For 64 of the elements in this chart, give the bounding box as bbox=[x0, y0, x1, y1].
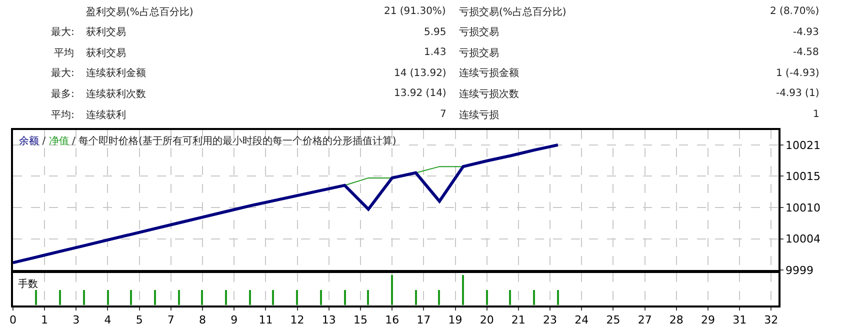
text: 1 (-4.93) bbox=[776, 68, 820, 79]
y-tick-label: 9999 bbox=[786, 264, 814, 277]
x-tick-label: 4 bbox=[104, 314, 112, 327]
x-tick-label: 17 bbox=[416, 314, 431, 327]
y-tick-label: 10004 bbox=[786, 232, 820, 246]
text: 获利交易 bbox=[86, 48, 126, 59]
text: 7 bbox=[440, 109, 446, 120]
text: 连续获利次数 bbox=[86, 89, 146, 100]
text: 盈利交易(%占总百分比) bbox=[86, 7, 194, 18]
text: 最大: bbox=[51, 27, 74, 38]
x-tick-label: 16 bbox=[385, 314, 400, 327]
y-tick-label: 10010 bbox=[786, 201, 820, 214]
text: 13.92 (14) bbox=[394, 88, 446, 99]
x-tick-label: 27 bbox=[638, 314, 652, 327]
x-tick-label: 3 bbox=[72, 314, 80, 327]
text: 亏损交易 bbox=[459, 27, 499, 38]
x-tick-label: 1 bbox=[41, 314, 48, 327]
x-tick-label: 9 bbox=[230, 314, 238, 327]
x-tick-label: 12 bbox=[290, 314, 304, 327]
x-tick-label: 23 bbox=[543, 314, 558, 327]
x-tick-label: 7 bbox=[167, 314, 174, 327]
text: 连续亏损次数 bbox=[459, 89, 519, 100]
annotation: / 每个即时价格(基于所有可利用的最小时段的每一个价格的分形插值计算) bbox=[72, 135, 396, 147]
x-tick-label: 24 bbox=[574, 314, 589, 327]
text: 最大: bbox=[51, 68, 74, 79]
x-tick-label: 31 bbox=[732, 314, 747, 327]
text: -4.93 bbox=[793, 27, 819, 38]
text: 1.43 bbox=[424, 47, 446, 58]
text: 14 (13.92) bbox=[394, 68, 446, 79]
text: 1 bbox=[813, 109, 820, 120]
x-tick-label: 32 bbox=[764, 314, 778, 327]
x-tick-label: 25 bbox=[606, 314, 620, 327]
text: 最多: bbox=[51, 89, 74, 100]
x-tick-label: 13 bbox=[322, 314, 336, 327]
x-tick-label: 11 bbox=[258, 314, 273, 327]
text: 亏损交易(%占总百分比) bbox=[459, 7, 566, 18]
text: 净值 bbox=[48, 135, 69, 147]
text: 获利交易 bbox=[86, 27, 126, 38]
text: 余额 bbox=[19, 135, 39, 147]
text: 2 (8.70%) bbox=[770, 6, 820, 17]
x-tick-label: 28 bbox=[669, 314, 684, 327]
text: 连续获利 bbox=[86, 110, 126, 121]
x-tick-label: 0 bbox=[9, 314, 16, 327]
text: 5.95 bbox=[424, 27, 446, 38]
text: 连续获利金额 bbox=[86, 68, 146, 79]
text: -4.93 (1) bbox=[776, 88, 820, 99]
x-tick-label: 15 bbox=[353, 314, 368, 327]
y-axis-title: 手数 bbox=[18, 278, 38, 290]
x-tick-label: 5 bbox=[136, 314, 143, 327]
x-tick-label: 29 bbox=[700, 314, 715, 327]
x-tick-label: 8 bbox=[199, 314, 206, 327]
y-tick-label: 10015 bbox=[786, 170, 820, 184]
text: 连续亏损金额 bbox=[459, 68, 519, 79]
text: 连续亏损 bbox=[459, 110, 499, 121]
text: -4.58 bbox=[793, 47, 819, 58]
x-tick-label: 19 bbox=[448, 314, 462, 327]
annotation: / bbox=[42, 136, 46, 147]
y-tick-label: 10021 bbox=[786, 138, 820, 152]
text: 平均: bbox=[51, 110, 74, 121]
x-tick-label: 20 bbox=[480, 314, 494, 327]
text: 平均 bbox=[54, 48, 74, 59]
text: 21 (91.30%) bbox=[384, 6, 446, 17]
x-tick-label: 21 bbox=[511, 314, 526, 327]
text: 亏损交易 bbox=[459, 48, 499, 59]
